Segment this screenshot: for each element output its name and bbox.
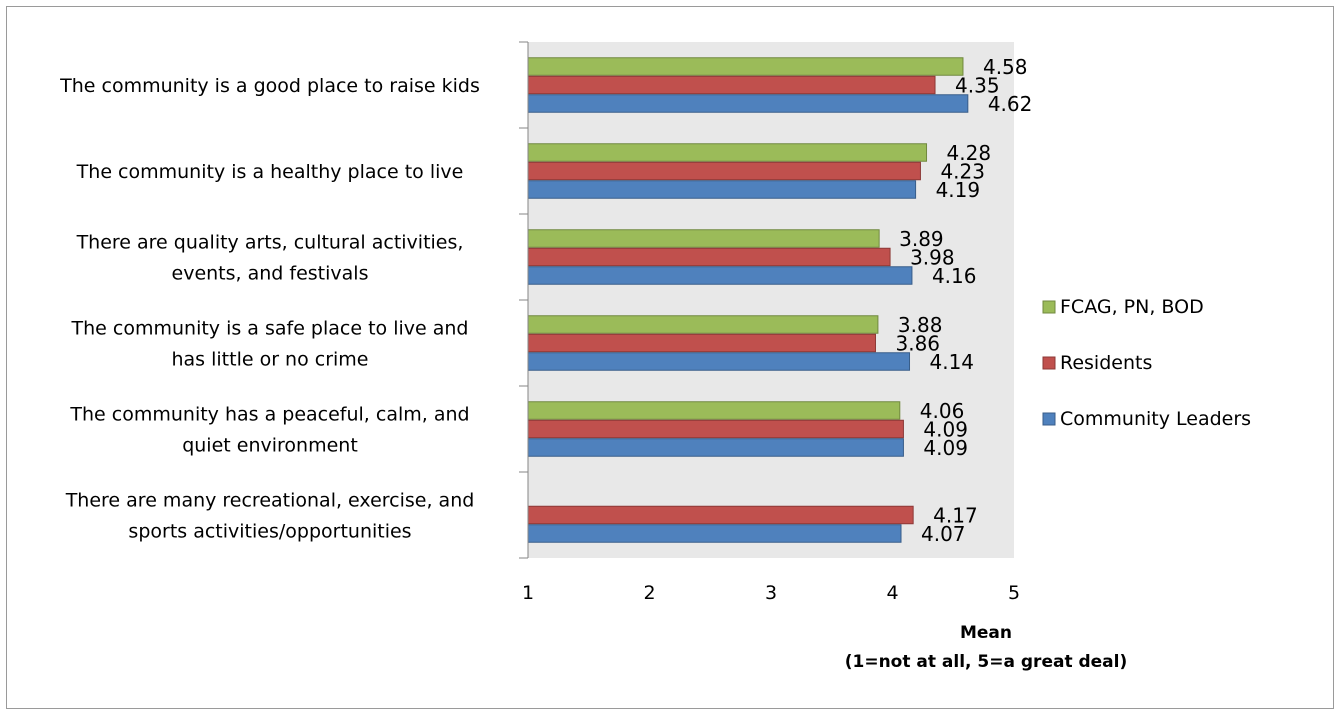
bar-community-leaders-5 <box>527 524 902 543</box>
legend-label: FCAG, PN, BOD <box>1060 296 1204 318</box>
value-label: 4.16 <box>932 264 977 288</box>
x-tick-label: 3 <box>765 582 777 604</box>
value-label: 4.58 <box>983 55 1028 79</box>
category-labels: The community is a good place to raise k… <box>59 75 480 543</box>
bar-fcag-0 <box>527 57 964 76</box>
value-label: 4.19 <box>936 178 981 202</box>
bar-community-leaders-4 <box>527 438 904 457</box>
category-label: The community is a safe place to live an… <box>71 318 469 371</box>
x-tick-label: 1 <box>522 582 534 604</box>
value-label: 4.35 <box>955 73 1000 97</box>
category-label-line: has little or no crime <box>171 349 368 371</box>
bar-residents-1 <box>527 161 921 181</box>
category-label: The community has a peaceful, calm, and q… <box>69 404 469 457</box>
category-label-line: The community is a healthy place to live <box>76 161 464 183</box>
x-axis-title-sub: (1=not at all, 5=a great deal) <box>845 652 1128 672</box>
x-tick-label: 2 <box>643 582 655 604</box>
category-label-line: sports activities/opportunities <box>128 521 411 543</box>
value-label: 4.17 <box>933 503 978 527</box>
category-label-line: There are quality arts, cultural activit… <box>76 232 464 254</box>
legend-swatch <box>1042 300 1056 314</box>
bar-community-leaders-2 <box>527 266 913 285</box>
category-label: The community is a good place to raise k… <box>59 75 480 97</box>
category-label-line: quiet environment <box>182 435 358 457</box>
plot-area <box>528 42 1014 558</box>
category-label-line: The community has a peaceful, calm, and <box>69 404 469 426</box>
value-label: 4.06 <box>920 399 965 423</box>
plot-background <box>528 42 1014 558</box>
category-label-line: The community is a safe place to live an… <box>71 318 469 340</box>
legend: FCAG, PN, BOD Residents Community Leaders <box>1042 296 1251 430</box>
value-label: 3.98 <box>910 245 955 269</box>
category-label: There are quality arts, cultural activit… <box>76 232 464 285</box>
value-label: 4.23 <box>940 159 985 183</box>
bar-fcag-1 <box>527 143 928 162</box>
bar-residents-2 <box>527 247 891 267</box>
value-label: 4.09 <box>923 417 968 441</box>
bar-community-leaders-0 <box>527 94 969 113</box>
category-label-line: There are many recreational, exercise, a… <box>65 490 475 512</box>
x-tick-label: 5 <box>1008 582 1020 604</box>
bar-residents-5 <box>527 505 914 525</box>
value-labels: 4.584.354.62 4.284.234.19 3.893.984.16 3.88… <box>895 55 1032 546</box>
value-label: 3.89 <box>899 227 944 251</box>
category-label: There are many recreational, exercise, a… <box>65 490 475 543</box>
bar-residents-0 <box>527 75 936 95</box>
bar-residents-3 <box>527 333 876 353</box>
bar-community-leaders-1 <box>527 180 917 199</box>
legend-label: Community Leaders <box>1060 408 1251 430</box>
category-label-line: events, and festivals <box>172 263 369 285</box>
bars <box>527 57 969 543</box>
x-tick-label: 4 <box>886 582 898 604</box>
bar-community-leaders-3 <box>527 352 911 371</box>
category-label-line: The community is a good place to raise k… <box>59 75 480 97</box>
legend-swatch <box>1042 356 1056 370</box>
x-axis: 1 2 3 4 5 <box>522 582 1020 604</box>
y-axis <box>519 41 529 559</box>
bar-fcag-2 <box>527 229 880 248</box>
value-label: 4.62 <box>988 92 1033 116</box>
value-label: 4.09 <box>923 436 968 460</box>
bar-fcag-3 <box>527 315 879 334</box>
value-label: 4.28 <box>947 141 992 165</box>
value-label: 4.07 <box>921 522 966 546</box>
bar-fcag-4 <box>527 401 901 420</box>
legend-label: Residents <box>1060 352 1152 374</box>
value-label: 3.88 <box>898 313 943 337</box>
category-label: The community is a healthy place to live <box>76 161 464 183</box>
bar-residents-4 <box>527 419 904 439</box>
x-axis-title: Mean (1=not at all, 5=a great deal) <box>845 623 1128 672</box>
value-label: 3.86 <box>895 331 940 355</box>
legend-swatch <box>1042 412 1056 426</box>
value-label: 4.14 <box>930 350 975 374</box>
x-axis-title-main: Mean <box>960 623 1012 643</box>
